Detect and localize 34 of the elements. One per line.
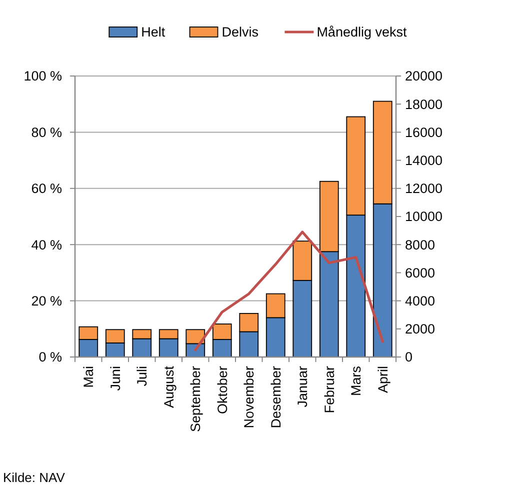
y2-tick-label: 18000 (405, 96, 443, 112)
y-tick-label: 40 % (31, 237, 62, 252)
y-tick-label: 60 % (31, 181, 62, 196)
legend-label: Delvis (222, 24, 259, 40)
line-series (194, 230, 384, 352)
y2-tick-label: 10000 (405, 209, 443, 224)
y2-tick-label: 6000 (405, 265, 436, 280)
x-tick-label: September (188, 366, 204, 432)
x-tick-label: Desember (268, 366, 284, 428)
y2-tick-label: 0 (405, 350, 413, 365)
x-tick-label: Januar (295, 366, 310, 408)
text: Kilde: NAV (3, 470, 66, 485)
x-tick-label: Mars (348, 366, 364, 396)
y2-tick-label: 2000 (405, 322, 436, 337)
y-tick-label: 80 % (31, 124, 62, 140)
y2-tick-label: 8000 (405, 237, 436, 252)
y2-tick-label: 16000 (405, 124, 443, 140)
x-tick-label: April (375, 366, 390, 394)
x-tick-label: November (242, 366, 257, 428)
legend-label: Månedlig vekst (316, 24, 407, 40)
x-tick-label: Oktober (214, 366, 230, 414)
y2-tick-label: 12000 (405, 181, 443, 196)
x-tick-label: Juli (134, 366, 150, 386)
y2-tick-label: 4000 (405, 294, 436, 309)
x-tick-label: August (161, 366, 176, 408)
legend-label: Helt (141, 24, 166, 40)
y-tick-label: 100 % (24, 68, 62, 84)
y2-tick-label: 14000 (405, 153, 443, 168)
y-tick-label: 0 % (38, 350, 62, 365)
x-tick-label: Februar (322, 366, 337, 414)
y-tick-label: 20 % (31, 294, 62, 309)
x-tick-label: Mai (81, 366, 96, 388)
y2-tick-label: 20000 (405, 68, 443, 84)
x-tick-label: Juni (108, 366, 123, 391)
